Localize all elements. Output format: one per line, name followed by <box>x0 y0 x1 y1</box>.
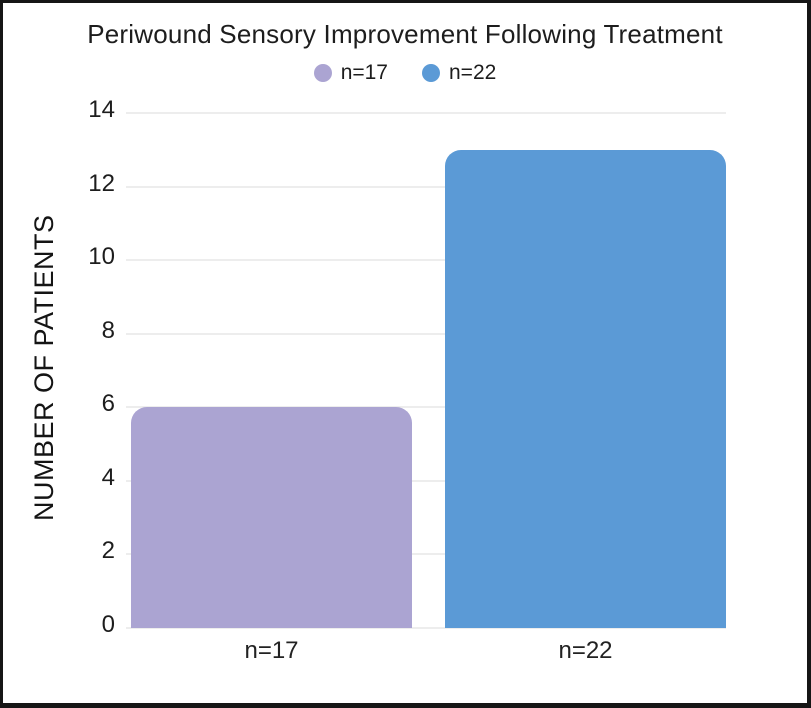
gridline-14 <box>126 112 726 114</box>
gridline-8 <box>126 332 726 335</box>
chart-title: Periwound Sensory Improvement Following … <box>87 19 723 49</box>
gridline-4 <box>126 479 726 482</box>
bar-n=22 <box>445 149 726 628</box>
y-axis-tick-labels: 0 2 4 6 8 10 12 14 <box>3 96 117 638</box>
y-tick-label-0: 0 <box>101 611 115 638</box>
legend-label: n=17 <box>340 61 388 84</box>
plot-area <box>126 112 726 629</box>
y-tick-label-12: 12 <box>88 169 115 197</box>
legend-item-n=22: n=22 <box>422 61 496 85</box>
legend-swatch-icon <box>313 64 332 82</box>
x-tick-label-n=17: n=17 <box>244 637 299 664</box>
y-tick-label-4: 4 <box>101 463 115 491</box>
legend-item-n=17: n=17 <box>313 61 388 85</box>
gridline-12 <box>126 185 726 188</box>
y-tick-label-14: 14 <box>88 96 115 123</box>
y-tick-label-10: 10 <box>88 243 115 271</box>
x-tick-label-n=22: n=22 <box>558 637 613 664</box>
legend-swatch-icon <box>422 64 440 82</box>
gridline-10 <box>126 259 726 262</box>
y-tick-label-6: 6 <box>101 390 115 418</box>
gridline-2 <box>126 553 726 556</box>
bar-n=17 <box>131 407 412 628</box>
y-tick-label-8: 8 <box>101 316 115 344</box>
legend-label: n=22 <box>449 61 497 84</box>
gridline-0 <box>126 627 726 629</box>
y-tick-label-2: 2 <box>101 537 115 565</box>
legend: n=17 n=22 <box>3 61 807 85</box>
gridline-6 <box>126 406 726 409</box>
